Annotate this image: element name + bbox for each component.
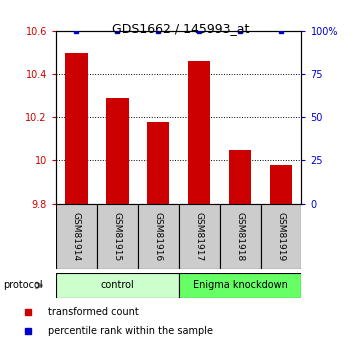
- Bar: [179, 204, 219, 269]
- Text: GSM81917: GSM81917: [195, 212, 204, 261]
- Text: GDS1662 / 145993_at: GDS1662 / 145993_at: [112, 22, 249, 36]
- Text: GSM81915: GSM81915: [113, 212, 122, 261]
- Bar: [106, 98, 129, 204]
- Bar: [97, 204, 138, 269]
- Bar: [229, 150, 251, 204]
- Bar: [147, 122, 170, 204]
- Bar: [179, 273, 301, 298]
- Text: Enigma knockdown: Enigma knockdown: [193, 280, 287, 290]
- Bar: [56, 273, 179, 298]
- Text: percentile rank within the sample: percentile rank within the sample: [48, 326, 213, 336]
- Bar: [56, 204, 97, 269]
- Text: GSM81914: GSM81914: [72, 212, 81, 261]
- Text: control: control: [100, 280, 134, 290]
- Text: GSM81918: GSM81918: [236, 212, 244, 261]
- Bar: [219, 204, 261, 269]
- Text: GSM81916: GSM81916: [154, 212, 163, 261]
- Bar: [261, 204, 301, 269]
- Bar: [138, 204, 179, 269]
- Bar: [65, 52, 88, 204]
- Text: transformed count: transformed count: [48, 307, 138, 317]
- Bar: [188, 61, 210, 204]
- Bar: [270, 165, 292, 204]
- Text: GSM81919: GSM81919: [277, 212, 286, 261]
- Text: protocol: protocol: [4, 280, 43, 290]
